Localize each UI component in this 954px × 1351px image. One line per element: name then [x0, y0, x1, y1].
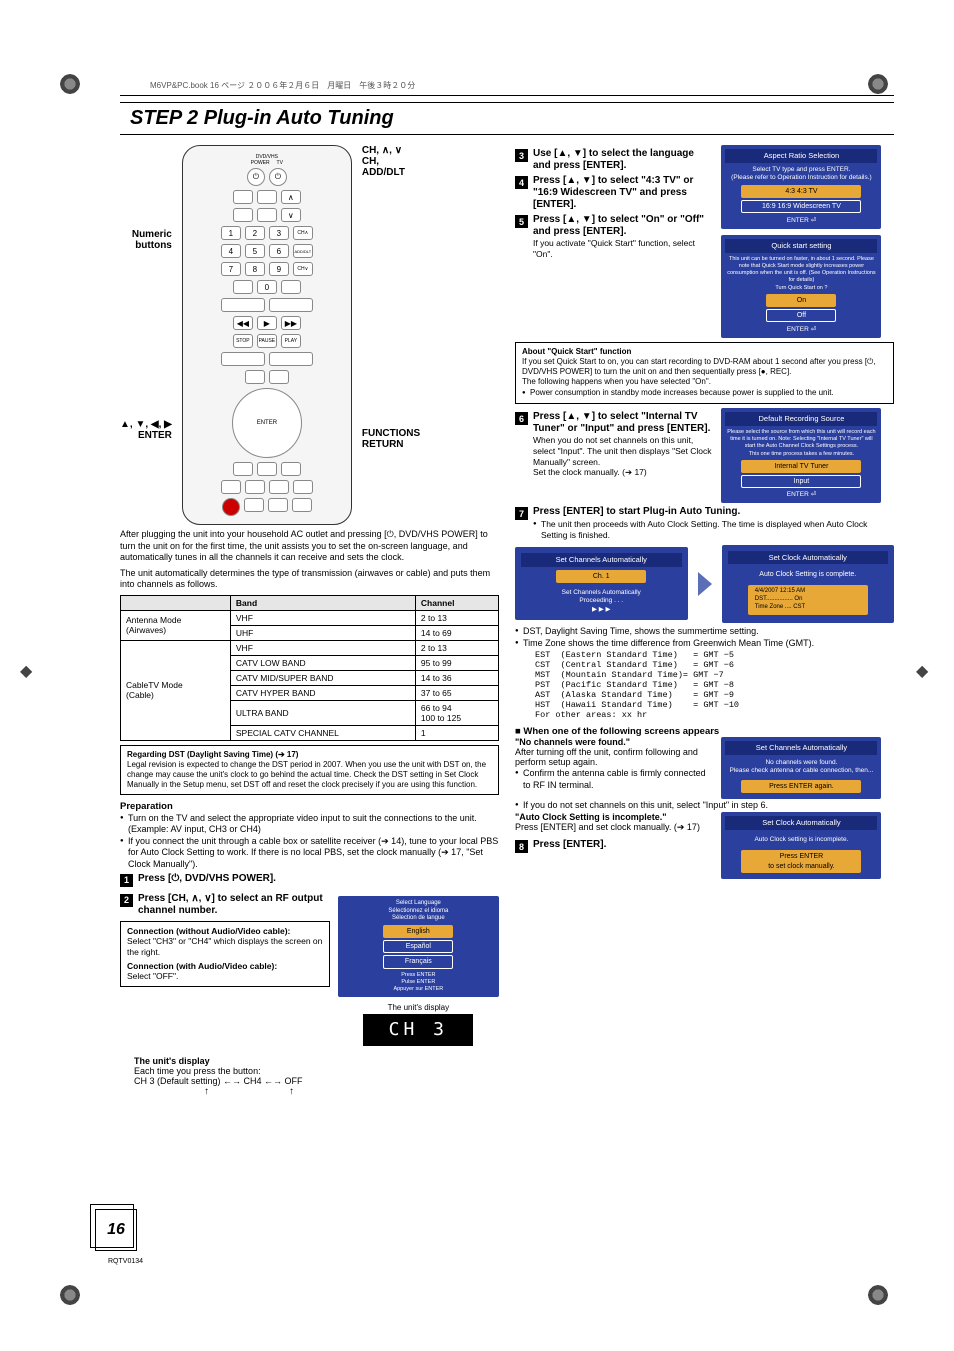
- language-osd: Select Language Sélectionnez el idioma S…: [338, 896, 499, 997]
- step-4: 4 Press [▲, ▼] to select "4:3 TV" or "16…: [515, 175, 713, 211]
- crop-mark-br: [868, 1285, 894, 1311]
- footer-code: RQTV0134: [108, 1258, 143, 1265]
- crop-mark-tr: [868, 74, 894, 100]
- unit-display-heading: The unit's display: [134, 1056, 210, 1066]
- page-number: 16: [95, 1209, 137, 1251]
- registration-mark-left: [20, 661, 38, 691]
- arrow-icon: [698, 572, 712, 596]
- prep-bullet: If you connect the unit through a cable …: [120, 836, 499, 870]
- unit-display-caption: The unit's display: [338, 1003, 499, 1012]
- book-header: M6VP&PC.book 16 ページ ２００６年２月６日 月曜日 午後３時２０…: [120, 80, 894, 91]
- auto-tuning-osd-pair: Set Channels Automatically Ch. 1 Set Cha…: [515, 545, 894, 623]
- step-1: 1 Press [⏻, DVD/VHS POWER].: [120, 873, 499, 887]
- quickstart-osd: Quick start setting This unit can be tur…: [721, 235, 881, 338]
- step-title-bar: STEP 2 Plug-in Auto Tuning: [120, 102, 894, 135]
- dst-bullets: DST, Daylight Saving Time, shows the sum…: [515, 626, 894, 650]
- when-heading: ■ When one of the following screens appe…: [515, 726, 894, 737]
- step-2: 2 Press [CH, ∧, ∨] to select an RF outpu…: [120, 893, 330, 917]
- prep-bullet: Turn on the TV and select the appropriat…: [120, 813, 499, 836]
- intro-p2: The unit automatically determines the ty…: [120, 568, 499, 591]
- remote-label-return: RETURN: [362, 439, 420, 450]
- page-title: STEP 2 Plug-in Auto Tuning: [120, 105, 894, 132]
- no-channels-osd: Set Channels Automatically No channels w…: [721, 737, 881, 799]
- preparation-list: Turn on the TV and select the appropriat…: [120, 813, 499, 870]
- gmt-list: EST (Eastern Standard Time) = GMT −5 CST…: [515, 650, 894, 720]
- step-6: 6 Press [▲, ▼] to select "Internal TV Tu…: [515, 411, 713, 478]
- auto-clock-inc-osd: Set Clock Automatically Auto Clock setti…: [721, 812, 881, 878]
- registration-mark-right: [916, 661, 934, 691]
- antenna-mode-label: Antenna Mode (Airwaves): [121, 610, 231, 640]
- about-quickstart-box: About "Quick Start" function If you set …: [515, 342, 894, 404]
- remote-figure: Numeric buttons ▲, ▼, ◀, ▶ ENTER DVD/VHS…: [120, 145, 499, 525]
- step-7: 7 Press [ENTER] to start Plug-in Auto Tu…: [515, 506, 894, 541]
- dst-body: Legal revision is expected to change the…: [127, 760, 486, 789]
- step-5: 5 Press [▲, ▼] to select "On" or "Off" a…: [515, 214, 713, 259]
- source-osd: Default Recording Source Please select t…: [721, 408, 881, 503]
- dst-note: Regarding DST (Daylight Saving Time) (➔ …: [120, 745, 499, 795]
- auto-ch-osd: Set Channels Automatically Ch. 1 Set Cha…: [515, 547, 688, 620]
- unit-display: CH 3: [363, 1014, 473, 1046]
- auto-clock-inc-heading: "Auto Clock Setting is incomplete.": [515, 812, 667, 822]
- power-icon: ⏻: [247, 168, 265, 186]
- step-3: 3 Use [▲, ▼] to select the language and …: [515, 148, 713, 172]
- unit-display-note: Each time you press the button: CH 3 (De…: [134, 1066, 303, 1086]
- left-column: Numeric buttons ▲, ▼, ◀, ▶ ENTER DVD/VHS…: [120, 145, 499, 1097]
- right-column: 3 Use [▲, ▼] to select the language and …: [515, 145, 894, 1097]
- cable-mode-label: CableTV Mode (Cable): [121, 640, 231, 740]
- intro-p1: After plugging the unit into your househ…: [120, 529, 499, 564]
- no-channels-heading: "No channels were found.": [515, 737, 630, 747]
- crop-mark-tl: [60, 74, 86, 100]
- auto-clock-osd: Set Clock Automatically Auto Clock Setti…: [722, 545, 895, 623]
- aspect-osd: Aspect Ratio Selection Select TV type an…: [721, 145, 881, 229]
- remote-label-ch: CH, ∧, ∨: [362, 145, 420, 156]
- band-table: BandChannel Antenna Mode (Airwaves)VHF2 …: [120, 595, 499, 741]
- preparation-heading: Preparation: [120, 801, 499, 812]
- remote-label-adddlt: CH, ADD/DLT: [362, 156, 420, 178]
- remote-label-functions: FUNCTIONS: [362, 428, 420, 439]
- remote-label-numeric: Numeric buttons: [120, 229, 172, 251]
- manual-page: M6VP&PC.book 16 ページ ２００６年２月６日 月曜日 午後３時２０…: [0, 0, 954, 1351]
- crop-mark-bl: [60, 1285, 86, 1311]
- dpad-icon: [232, 388, 302, 458]
- header-rule: [120, 95, 894, 96]
- lang-option-english: English: [383, 925, 453, 938]
- dst-heading: Regarding DST (Daylight Saving Time) (➔ …: [127, 750, 298, 759]
- connection-box: Connection (without Audio/Video cable): …: [120, 921, 330, 987]
- remote-label-dpad: ▲, ▼, ◀, ▶ ENTER: [120, 419, 172, 441]
- remote-diagram: DVD/VHSPOWER TV ⏻⏻ ∧ ∨ 123CH∧ 456ADD/DLT…: [182, 145, 352, 525]
- num-1: 1: [221, 226, 241, 240]
- step-8: 8 Press [ENTER].: [515, 839, 713, 853]
